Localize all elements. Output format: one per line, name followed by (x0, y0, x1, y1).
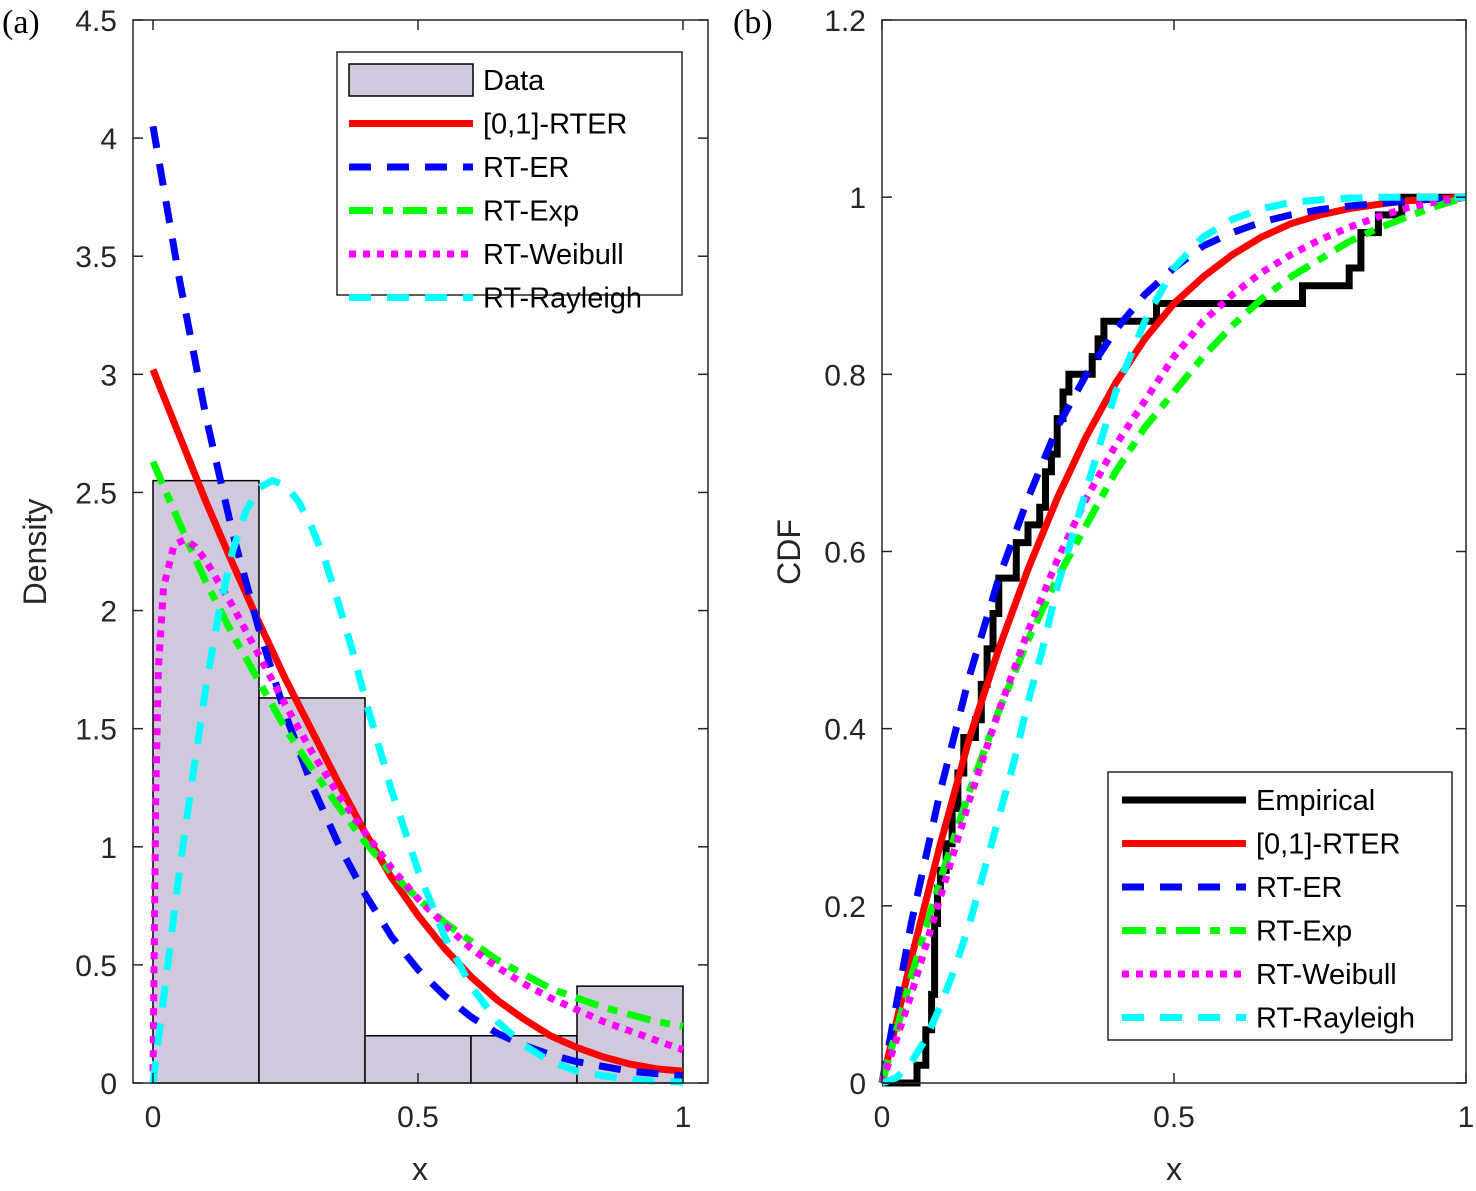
series-line-rt-rayleigh (149, 477, 684, 1086)
legend-label-rt-exp: RT-Exp (1256, 916, 1352, 948)
legend-label-0-1-rter: [0,1]-RTER (483, 109, 628, 141)
legend-label-0-1-rter: [0,1]-RTER (1256, 829, 1401, 861)
series-line-0-1-rter (149, 368, 684, 1075)
y-tick-label: 0 (849, 1068, 866, 1101)
legend-label-empirical: Empirical (1256, 785, 1375, 817)
x-tick-label: 0 (145, 1101, 162, 1134)
legend-label-rt-weibull: RT-Weibull (483, 239, 624, 271)
y-tick-label: 2 (100, 596, 117, 629)
y-tick-label: 0.4 (824, 714, 866, 747)
panel-a-density: (a) 0 0.5 100.511.522.533.544.5 x Density … (2, 4, 709, 1187)
series-line-rt-weibull (878, 193, 1467, 1085)
x-axis-label-b: x (1166, 1151, 1182, 1187)
series-line-rt-exp (878, 193, 1468, 1084)
y-tick-label: 2.5 (75, 477, 117, 510)
legend-a: Data [0,1]-RTER RT-ER RT-Exp RT-Weibull RT-Ra… (336, 51, 683, 315)
y-tick-label: 0.8 (824, 359, 866, 392)
x-tick-label: 0 (874, 1101, 891, 1134)
legend-label-data: Data (483, 65, 545, 97)
legend-label-rt-rayleigh: RT-Rayleigh (1256, 1003, 1415, 1035)
panel-b-cdf: (b) 0 0.5 1 0 0.2 0.4 0.6 0.8 1 1.2 x CDF Empiric… (733, 4, 1474, 1187)
y-tick-label: 3.5 (75, 241, 117, 274)
legend-label-rt-rayleigh: RT-Rayleigh (483, 283, 642, 315)
y-tick-label: 4 (100, 123, 117, 156)
ticks-a: 0 0.5 1 0 0.5 1 1.5 2 2.5 3 3.5 4 4.5 (75, 5, 708, 1134)
legend-label-rt-weibull: RT-Weibull (1256, 959, 1397, 991)
y-tick-label: 1 (100, 832, 117, 865)
legend-swatch-data (348, 63, 474, 97)
x-tick-label: 0.5 (1153, 1101, 1195, 1134)
y-tick-label: 0.2 (824, 891, 866, 924)
series-line-rt-er (149, 125, 684, 1080)
panel-a-label: (a) (2, 4, 40, 41)
density-curves (149, 125, 685, 1086)
x-tick-label: 1 (675, 1101, 692, 1134)
y-tick-label: 3 (100, 359, 117, 392)
legend-label-rt-exp: RT-Exp (483, 196, 579, 228)
histogram-bar (152, 479, 260, 1084)
series-line-0-1-rter (878, 193, 1467, 1084)
y-tick-label: 4.5 (75, 5, 117, 38)
x-axis-label-a: x (412, 1151, 428, 1187)
series-line-rt-exp (149, 460, 684, 1030)
y-tick-label: 0.6 (824, 537, 866, 570)
y-tick-label: 0 (100, 1068, 117, 1101)
x-tick-label: 0.5 (397, 1101, 439, 1134)
y-axis-label-a: Density (17, 499, 53, 606)
y-tick-label: 1.2 (824, 5, 866, 38)
y-tick-label: 0.5 (75, 950, 117, 983)
y-tick-label: 1.5 (75, 714, 117, 747)
cdf-curves (878, 193, 1468, 1087)
legend-label-rt-er: RT-ER (483, 152, 569, 184)
histogram-bar (258, 697, 366, 1084)
legend-b: Empirical [0,1]-RTER RT-ER RT-Exp RT-Weibull… (1107, 771, 1453, 1041)
y-axis-label-b: CDF (771, 519, 807, 585)
series-line-rt-rayleigh (880, 193, 1466, 1087)
x-tick-label: 1 (1458, 1101, 1475, 1134)
y-tick-label: 1 (849, 182, 866, 215)
axes-box-a (132, 19, 709, 1084)
legend-label-rt-er: RT-ER (1256, 872, 1342, 904)
legend-box-b (1107, 771, 1453, 1041)
ticks-b: 0 0.5 1 0 0.2 0.4 0.6 0.8 1 1.2 (824, 5, 1474, 1134)
panel-b-label: (b) (733, 4, 773, 41)
